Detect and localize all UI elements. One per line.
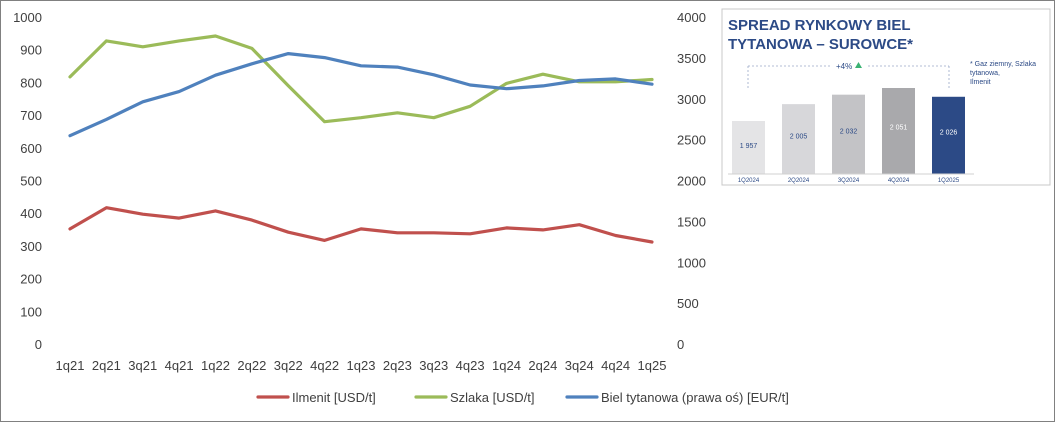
right-tick-label: 2000 <box>677 174 706 189</box>
inset-bar <box>932 96 965 174</box>
left-tick-label: 600 <box>20 141 42 156</box>
inset-bar-category: 1Q2025 <box>938 178 960 184</box>
x-tick-label: 3q24 <box>565 358 594 373</box>
x-axis-ticks: 1q21 2q21 3q21 4q21 1q22 2q22 3q22 4q22 1q23 2q23… <box>56 358 667 373</box>
right-tick-label: 3000 <box>677 92 706 107</box>
x-tick-label: 4q24 <box>601 358 630 373</box>
growth-label-bg <box>830 60 866 71</box>
series-line-2 <box>68 51 654 138</box>
x-tick-label: 3q22 <box>274 358 303 373</box>
left-tick-label: 400 <box>20 206 42 221</box>
inset-bar-value: 2 051 <box>890 125 908 132</box>
inset-bar-category: 1Q2024 <box>738 178 760 184</box>
left-tick-label: 200 <box>20 272 42 287</box>
inset-bar-value: 2 032 <box>840 128 858 135</box>
x-tick-label: 4q21 <box>165 358 194 373</box>
legend-label: Ilmenit [USD/t] <box>292 390 376 405</box>
left-tick-label: 700 <box>20 108 42 123</box>
inset-bar <box>882 88 915 174</box>
left-tick-label: 100 <box>20 304 42 319</box>
left-tick-label: 1000 <box>13 10 42 25</box>
left-tick-label: 0 <box>35 337 42 352</box>
x-tick-label: 2q23 <box>383 358 412 373</box>
x-tick-label: 4q23 <box>456 358 485 373</box>
inset-bar-value: 2 005 <box>790 134 808 141</box>
right-tick-label: 1500 <box>677 214 706 229</box>
x-tick-label: 2q22 <box>237 358 266 373</box>
inset-bars: 1 957 1Q2024 2 005 2Q2024 2 032 3Q2024 2 051 4Q… <box>732 88 965 184</box>
legend-label: Szlaka [USD/t] <box>450 390 535 405</box>
right-tick-label: 2500 <box>677 133 706 148</box>
x-tick-label: 1q23 <box>347 358 376 373</box>
growth-label: +4% <box>836 62 852 71</box>
series-line-0 <box>68 206 654 244</box>
left-tick-label: 300 <box>20 239 42 254</box>
x-tick-label: 1q21 <box>56 358 85 373</box>
inset-bar <box>832 94 865 174</box>
inset-bar-value: 2 026 <box>940 130 958 137</box>
inset-title-line1: SPREAD RYNKOWY BIEL <box>728 17 911 34</box>
x-tick-label: 1q22 <box>201 358 230 373</box>
left-tick-label: 900 <box>20 43 42 58</box>
left-tick-label: 800 <box>20 75 42 90</box>
right-tick-label: 4000 <box>677 10 706 25</box>
x-tick-label: 2q24 <box>528 358 557 373</box>
x-tick-label: 3q23 <box>419 358 448 373</box>
inset-bar-category: 4Q2024 <box>888 178 910 184</box>
x-tick-label: 4q22 <box>310 358 339 373</box>
left-axis-ticks: 0 100 200 300 400 500 600 700 800 900 1000 <box>13 10 42 352</box>
right-tick-label: 1000 <box>677 255 706 270</box>
inset-bar-category: 2Q2024 <box>788 178 810 184</box>
inset-bar <box>732 120 765 174</box>
legend: Ilmenit [USD/t] Szlaka [USD/t] Biel tytano… <box>256 390 789 405</box>
right-tick-label: 500 <box>677 296 699 311</box>
x-tick-label: 3q21 <box>128 358 157 373</box>
x-tick-label: 1q25 <box>638 358 667 373</box>
right-tick-label: 3500 <box>677 51 706 66</box>
inset-footnote-line3: Ilmenit <box>970 79 991 86</box>
right-axis-ticks: 0 500 1000 1500 2000 2500 3000 3500 4000 <box>677 10 706 352</box>
spread-inset: SPREAD RYNKOWY BIEL TYTANOWA – SUROWCE* … <box>721 8 1051 186</box>
growth-up-arrow-icon <box>855 62 862 68</box>
inset-bar-category: 3Q2024 <box>838 178 860 184</box>
inset-footnote-line1: * Gaz ziemny, Szlaka <box>970 61 1036 68</box>
inset-footnote-line2: tytanowa, <box>970 70 1000 77</box>
inset-bar-value: 1 957 <box>740 143 758 150</box>
series-line-1 <box>68 34 654 124</box>
x-tick-label: 2q21 <box>92 358 121 373</box>
legend-label: Biel tytanowa (prawa oś) [EUR/t] <box>601 390 789 405</box>
left-tick-label: 500 <box>20 174 42 189</box>
series-lines <box>68 34 654 244</box>
x-tick-label: 1q24 <box>492 358 521 373</box>
inset-bar <box>782 104 815 174</box>
inset-title-line2: TYTANOWA – SUROWCE* <box>728 36 913 53</box>
right-tick-label: 0 <box>677 337 684 352</box>
